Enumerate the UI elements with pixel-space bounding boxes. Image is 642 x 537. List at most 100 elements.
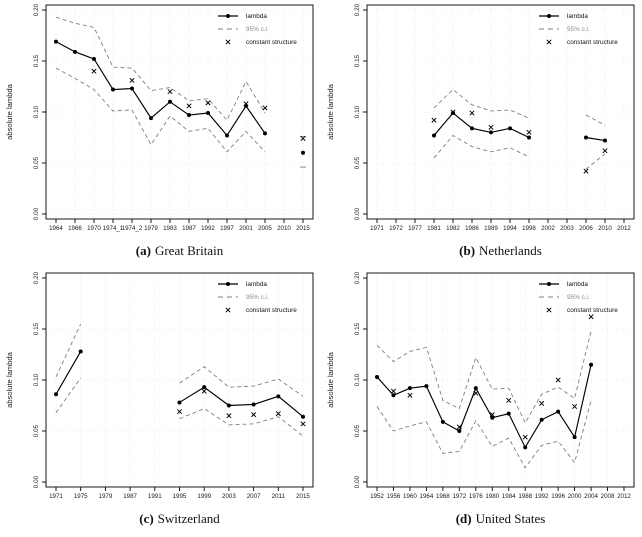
constant-structure-marker xyxy=(186,103,192,109)
ci-line xyxy=(55,67,266,153)
x-tick-label: 2007 xyxy=(247,493,261,500)
x-tick-label: 1971 xyxy=(370,225,384,232)
legend-lambda-dot xyxy=(547,14,551,18)
lambda-point xyxy=(206,111,210,116)
x-tick-label: 1975 xyxy=(74,493,88,500)
x-tick-label: 1968 xyxy=(436,493,450,500)
x-tick-label: 1972 xyxy=(389,225,403,232)
y-axis-title: absolute lambda xyxy=(326,83,335,140)
x-tick-label: 1992 xyxy=(535,493,549,500)
constant-structure-marker xyxy=(539,400,545,406)
constant-structure-marker xyxy=(602,148,608,154)
ci-line xyxy=(433,88,530,119)
x-tick-label: 1999 xyxy=(197,493,211,500)
lambda-point xyxy=(92,56,96,61)
constant-structure-marker xyxy=(431,117,437,123)
lambda-line xyxy=(433,112,530,139)
lambda-line xyxy=(55,41,266,137)
legend-label: constant structure xyxy=(567,307,618,314)
x-tick-label: 1992 xyxy=(201,225,215,232)
series-x xyxy=(390,314,594,440)
constant-structure-marker xyxy=(201,388,207,394)
lambda-point xyxy=(263,131,267,136)
lambda-point xyxy=(187,113,191,118)
lambda-point xyxy=(54,392,58,397)
ci-line xyxy=(376,330,592,424)
y-tick-label: 0.05 xyxy=(354,424,361,437)
lambda-point xyxy=(440,419,445,424)
caption-united-states: (d) United States xyxy=(321,508,642,530)
x-tick-label: 2012 xyxy=(617,225,631,232)
x-tick-label: 1974_1 xyxy=(103,225,124,232)
chart-netherlands: 0.00 0.05 0.10 0.15 0.20 1971 1972 1977 1981 1982… xyxy=(326,3,635,232)
series-dashed xyxy=(376,330,592,424)
legend-x-sample xyxy=(225,39,231,45)
y-tick-label: 0.05 xyxy=(33,156,40,169)
caption-text: Switzerland xyxy=(157,511,220,526)
x-tick-label: 1991 xyxy=(148,493,162,500)
x-tick-label: 1987 xyxy=(123,493,137,500)
constant-structure-marker xyxy=(526,129,532,135)
legend-label: 95% c.i. xyxy=(567,26,590,33)
y-axis-title: absolute lambda xyxy=(5,351,14,408)
y-tick-label: 0.20 xyxy=(354,3,361,16)
y-axis-title: absolute lambda xyxy=(326,351,335,408)
y-tick-label: 0.00 xyxy=(354,207,361,220)
series-x xyxy=(431,109,608,174)
lambda-point xyxy=(111,87,115,92)
constant-structure-marker xyxy=(506,397,512,403)
constant-structure-marker xyxy=(407,392,413,398)
x-tick-label: 2015 xyxy=(296,493,310,500)
constant-structure-marker xyxy=(205,100,211,106)
x-tick-label: 2012 xyxy=(617,493,631,500)
constant-structure-marker xyxy=(555,377,561,383)
x-tick-label: 1986 xyxy=(465,225,479,232)
y-tick-label: 0.20 xyxy=(33,271,40,284)
constant-structure-marker xyxy=(275,411,281,417)
y-tick-label: 0.00 xyxy=(354,475,361,488)
y-tick-label: 0.15 xyxy=(354,322,361,335)
series-x xyxy=(91,68,306,142)
legend-label: lambda xyxy=(567,281,588,288)
lambda-point xyxy=(168,99,172,104)
constant-structure-marker xyxy=(588,314,594,320)
x-tick-label: 1982 xyxy=(446,225,460,232)
x-tick-label: 1996 xyxy=(551,493,565,500)
legend-x-sample xyxy=(225,307,231,313)
y-tick-label: 0.15 xyxy=(354,54,361,67)
lambda-point xyxy=(391,393,396,398)
x-tick-label: 1956 xyxy=(387,493,401,500)
lambda-point xyxy=(527,135,531,140)
ci-line xyxy=(55,16,266,121)
lambda-point xyxy=(572,435,577,440)
lambda-point xyxy=(523,445,528,450)
lambda-point xyxy=(301,414,305,419)
x-tick-label: 1974_2 xyxy=(122,225,143,232)
lambda-point xyxy=(490,415,495,420)
lambda-point xyxy=(584,135,588,140)
lambda-point xyxy=(407,386,412,391)
ci-line xyxy=(376,400,592,469)
x-tick-label: 1972 xyxy=(452,493,466,500)
x-tick-label: 2008 xyxy=(601,493,615,500)
x-tick-label: 1964 xyxy=(49,225,63,232)
y-tick-label: 0.15 xyxy=(33,54,40,67)
lambda-point xyxy=(251,402,256,407)
x-tick-label: 1995 xyxy=(173,493,187,500)
x-tick-label: 1998 xyxy=(522,225,536,232)
gridlines xyxy=(367,273,634,487)
gridlines xyxy=(46,273,313,487)
axes: 0.00 0.05 0.10 0.15 0.20 1971 1975 1979 1987 1991… xyxy=(5,271,310,500)
lambda-line xyxy=(376,364,592,449)
x-tick-label: 1983 xyxy=(163,225,177,232)
x-tick-label: 2010 xyxy=(277,225,291,232)
panel-c-switzerland: 0.00 0.05 0.10 0.15 0.20 1971 1975 1979 1987 1991… xyxy=(0,268,321,536)
caption-switzerland: (c) Switzerland xyxy=(0,508,321,530)
x-tick-label: 2011 xyxy=(272,493,286,500)
x-tick-label: 1976 xyxy=(469,493,483,500)
lambda-point xyxy=(451,111,455,116)
caption-great-britain: (a) Great Britain xyxy=(0,240,321,262)
lambda-point xyxy=(432,133,436,138)
series-x xyxy=(176,388,306,427)
y-tick-label: 0.20 xyxy=(354,271,361,284)
